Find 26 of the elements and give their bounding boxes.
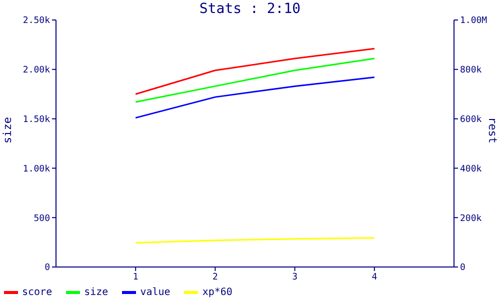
chart-title: Stats : 2:10 (198, 1, 302, 17)
y-tick-label: 2.50k (22, 16, 51, 26)
y-tick-label: 500 (34, 214, 50, 224)
line-series (134, 58, 376, 103)
y-tick-label: 1.50k (22, 114, 51, 125)
y2-tick-label: 1.00M (460, 16, 488, 26)
legend-label: xp*60 (202, 287, 232, 298)
x-tick-label: 4 (372, 272, 378, 282)
line-series (134, 76, 376, 119)
y-tick-label: 0 (44, 263, 50, 274)
x-tick-label: 3 (292, 272, 298, 282)
legend-label: score (22, 287, 52, 298)
y2-tick-label: 800k (460, 66, 482, 76)
y2-axis-title: rest (486, 117, 500, 144)
y2-tick-label: 600k (460, 114, 482, 125)
x-tick-label: 1 (132, 272, 138, 282)
y2-tick-label: 400k (460, 164, 482, 174)
y2-tick-label: 0 (460, 263, 466, 274)
y-tick-label: 2.00k (22, 66, 51, 76)
y-tick-label: 1.00k (22, 164, 51, 174)
y-axis-title: size (0, 117, 14, 144)
legend-label: size (84, 287, 108, 298)
y2-tick-label: 200k (460, 214, 482, 224)
legend-label: value (140, 287, 170, 298)
x-tick-label: 2 (212, 272, 218, 282)
line-series (134, 48, 376, 95)
